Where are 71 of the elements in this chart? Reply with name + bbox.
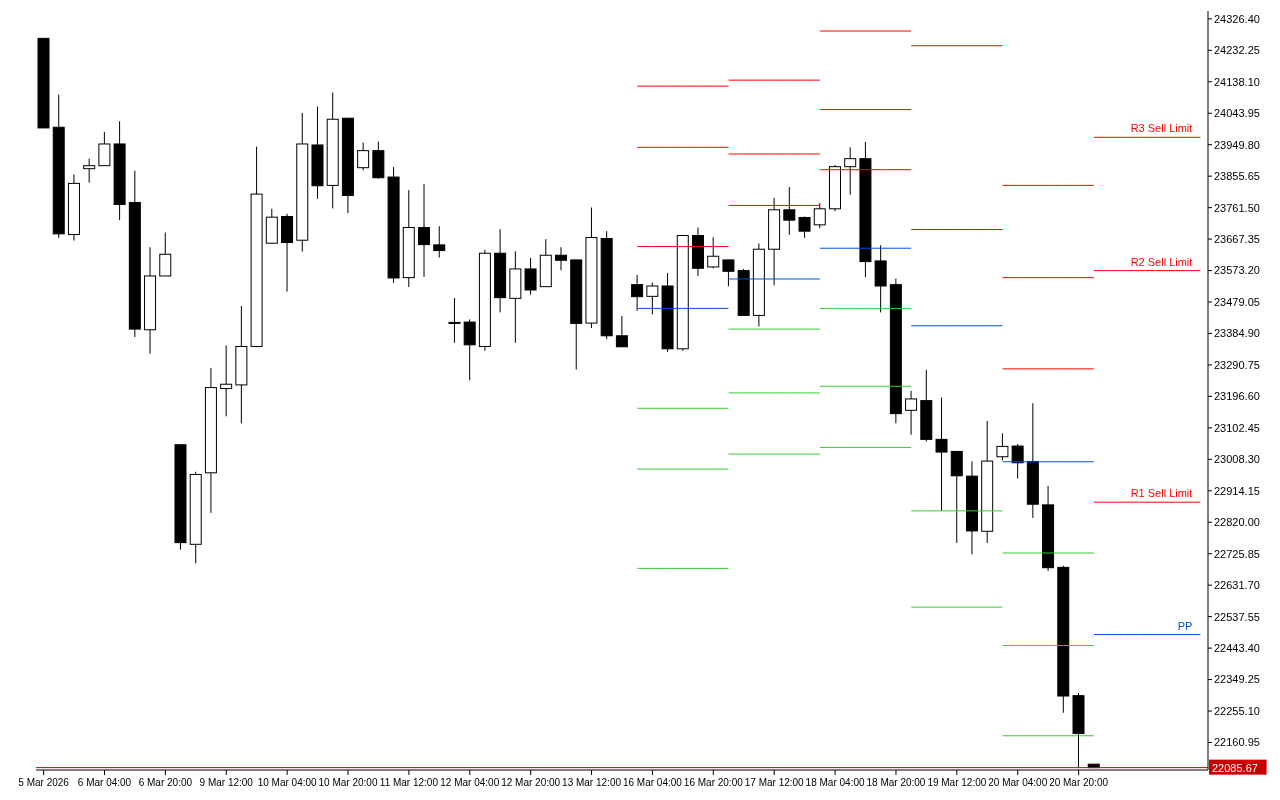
candlestick <box>159 232 172 277</box>
candlestick <box>905 390 918 436</box>
y-tick-label: 22820.00 <box>1214 516 1260 529</box>
y-tick-label: 22537.55 <box>1214 610 1260 623</box>
y-tick-label: 22631.70 <box>1214 579 1260 592</box>
y-tick-label: 23196.60 <box>1214 390 1260 403</box>
candlestick <box>357 142 370 171</box>
candlestick <box>722 259 735 287</box>
candlestick <box>646 282 659 315</box>
candlestick <box>1011 443 1024 479</box>
candlestick <box>220 344 233 417</box>
y-tick-label: 22349.25 <box>1214 673 1260 686</box>
y-tick-label: 22160.95 <box>1214 736 1260 749</box>
candlestick <box>844 146 857 196</box>
x-tick-label: 19 Mar 12:00 <box>927 777 987 788</box>
candlestick <box>463 318 476 381</box>
series-label: PP <box>1177 619 1193 632</box>
y-tick-label: 22255.10 <box>1214 704 1260 717</box>
x-tick-label: 6 Mar 20:00 <box>138 777 193 788</box>
y-tick-label: 23290.75 <box>1214 358 1260 371</box>
y-tick-label: 23761.50 <box>1214 201 1260 214</box>
y-tick-label: 24326.40 <box>1214 12 1260 25</box>
y-tick-label: 22914.15 <box>1214 484 1260 497</box>
candlestick <box>555 246 568 271</box>
y-tick-label: 23949.80 <box>1214 138 1260 151</box>
candlestick <box>615 315 628 348</box>
candlestick <box>418 183 431 278</box>
x-tick-label: 18 Mar 04:00 <box>805 777 865 788</box>
x-tick-label: 6 Mar 04:00 <box>77 777 132 788</box>
x-tick-label: 9 Mar 12:00 <box>199 777 254 788</box>
ref-line-label: 22085.67 <box>1212 761 1258 774</box>
x-tick-label: 16 Mar 04:00 <box>622 777 683 788</box>
x-tick-label: 13 Mar 12:00 <box>562 777 622 788</box>
x-tick-label: 12 Mar 20:00 <box>501 777 561 788</box>
candlestick <box>524 257 537 296</box>
candlestick <box>707 236 720 269</box>
series-label: R1 Sell Limit <box>1130 487 1193 500</box>
series-label: R3 Sell Limit <box>1130 122 1193 135</box>
candlestick <box>798 215 811 239</box>
y-tick-label: 24043.95 <box>1214 107 1260 120</box>
x-tick-label: 11 Mar 12:00 <box>379 777 439 788</box>
y-tick-label: 23855.65 <box>1214 170 1260 183</box>
y-tick-label: 22443.40 <box>1214 642 1260 654</box>
x-tick-label: 18 Mar 20:00 <box>866 777 926 788</box>
x-tick-label: 5 Mar 2026 <box>18 777 70 788</box>
candlestick <box>433 225 446 259</box>
candlestick <box>631 274 644 312</box>
y-tick-label: 23008.30 <box>1214 453 1260 466</box>
y-tick-label: 23384.90 <box>1214 327 1260 340</box>
series-label: R2 Sell Limit <box>1130 255 1193 268</box>
candlestick <box>448 297 461 344</box>
y-tick-label: 23102.45 <box>1214 421 1260 434</box>
x-tick-label: 12 Mar 04:00 <box>440 777 500 788</box>
candlestick <box>783 186 796 236</box>
y-tick-label: 23667.35 <box>1214 232 1260 245</box>
candlestick <box>996 432 1009 461</box>
x-tick-label: 10 Mar 20:00 <box>318 777 378 788</box>
y-tick-label: 23573.20 <box>1214 264 1260 277</box>
candlestick <box>98 131 111 167</box>
candlestick <box>935 397 948 512</box>
y-tick-label: 22725.85 <box>1214 547 1260 560</box>
candlestick <box>813 202 826 229</box>
x-tick-label: 20 Mar 04:00 <box>988 777 1048 788</box>
y-tick-label: 24138.10 <box>1214 75 1260 88</box>
x-tick-label: 20 Mar 20:00 <box>1049 777 1109 788</box>
x-tick-label: 17 Mar 12:00 <box>744 777 805 788</box>
candlestick <box>83 158 96 184</box>
x-tick-label: 10 Mar 04:00 <box>257 777 318 788</box>
y-tick-label: 24232.25 <box>1214 44 1260 57</box>
y-tick-label: 23479.05 <box>1214 295 1260 308</box>
x-tick-label: 16 Mar 20:00 <box>683 777 744 788</box>
